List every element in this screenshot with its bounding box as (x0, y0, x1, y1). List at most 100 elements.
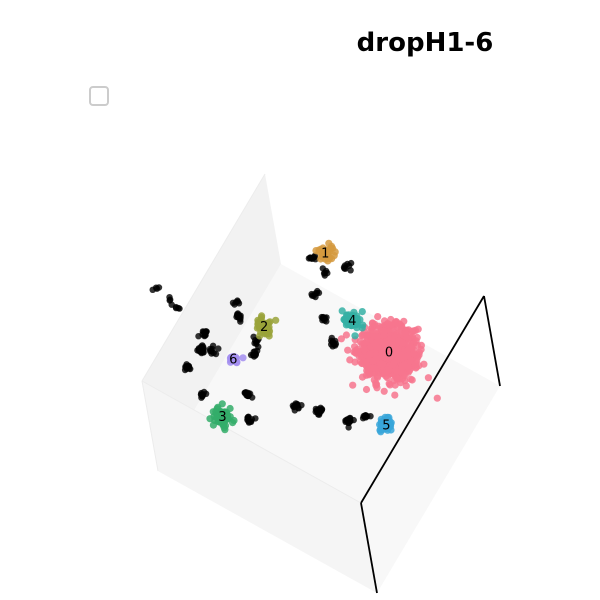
noise-point (253, 340, 260, 348)
noise-point (172, 304, 180, 312)
cluster-0-point (363, 332, 372, 340)
cluster-3-point (213, 413, 221, 421)
cluster-0-point (395, 337, 403, 345)
noise-point (250, 348, 257, 355)
noise-point (345, 262, 353, 269)
cluster-0-point (407, 343, 415, 351)
noise-point (345, 424, 352, 431)
noise-point (199, 328, 207, 335)
noise-point (305, 255, 313, 262)
cluster-0-point (420, 360, 428, 368)
cluster-0-point (346, 356, 354, 364)
cluster-0-point (342, 331, 350, 339)
cluster-2-point (259, 325, 267, 333)
cluster-0-point (372, 379, 380, 387)
cluster-1-point (328, 255, 336, 263)
cluster-label-1: 1 (321, 247, 329, 262)
pane-back (142, 174, 281, 471)
cluster-3-point (219, 410, 227, 418)
cluster-0-point (396, 353, 404, 361)
cluster-0-point (362, 358, 370, 367)
cluster-0-point (412, 337, 420, 345)
cluster-0-point (374, 313, 382, 321)
cluster-5-point (380, 419, 388, 427)
cluster-4-point (356, 316, 364, 324)
chart-title: dropH1-6 (356, 28, 494, 58)
noise-point (199, 349, 207, 356)
noise-point (360, 412, 367, 420)
cluster-0-point (395, 320, 404, 328)
cluster-3-point (230, 416, 238, 425)
data-points (149, 239, 441, 436)
noise-point (168, 301, 175, 308)
cluster-0-point (402, 329, 410, 338)
cluster-0-point (412, 360, 420, 368)
noise-point (318, 407, 325, 415)
noise-point (323, 318, 330, 325)
cluster-0-point (378, 360, 387, 368)
noise-point (236, 312, 243, 319)
cluster-0-point (380, 331, 388, 339)
cluster-3-point (209, 421, 217, 429)
noise-point (198, 392, 206, 399)
cluster-0-point (380, 387, 388, 395)
cluster-4-point (358, 308, 366, 316)
cluster-0-point (372, 355, 380, 363)
cluster-0-point (337, 335, 345, 343)
noise-point (341, 265, 348, 272)
noise-point (332, 340, 340, 348)
cluster-0-point (404, 352, 412, 360)
axis-x-line (360, 295, 485, 504)
cluster-1-point (323, 248, 331, 256)
cluster-0-point (380, 317, 389, 325)
cluster-0-point (373, 333, 381, 341)
noise-point (167, 296, 174, 303)
cluster-label-2: 2 (260, 320, 268, 335)
noise-point (235, 300, 243, 307)
noise-point (345, 419, 353, 426)
cluster-0-point (366, 369, 374, 378)
cluster-0-point (381, 339, 389, 347)
cluster-0-point (370, 364, 378, 372)
cluster-0-point (400, 361, 408, 369)
cluster-0-point (352, 346, 360, 354)
noise-point (153, 285, 161, 292)
cluster-label-6: 6 (229, 352, 237, 367)
pane-edge (141, 380, 362, 504)
cluster-4-point (351, 332, 359, 340)
cluster-label-4: 4 (348, 314, 356, 329)
axis-panes (141, 173, 500, 593)
cluster-0-point (393, 367, 401, 375)
axis-lines (360, 295, 501, 594)
cluster-label-0: 0 (385, 346, 393, 361)
pane-edge (141, 173, 266, 382)
cluster-labels: 0 1 2 3 4 5 6 (218, 247, 393, 434)
noise-point (319, 265, 326, 272)
cluster-0-point (386, 381, 394, 389)
noise-point (250, 333, 257, 340)
cluster-0-point (344, 346, 352, 354)
noise-point (320, 270, 328, 277)
axis-z-line-right (483, 295, 501, 387)
cluster-4-point (343, 311, 351, 319)
cluster-0-point (410, 349, 418, 357)
cluster-0-point (366, 350, 374, 358)
cluster-0-point (372, 343, 381, 351)
legend-box (89, 86, 109, 106)
noise-point (310, 254, 318, 261)
cluster-0-point (385, 366, 393, 374)
cluster-0-point (408, 327, 416, 335)
axis-z-line-left (360, 502, 378, 594)
noise-point (246, 390, 254, 397)
cluster-0-point (391, 391, 399, 399)
cluster-0-point (360, 345, 368, 353)
cluster-2-point (272, 316, 280, 324)
noise-point (215, 345, 222, 352)
cluster-0-point (362, 385, 371, 394)
pane-left (142, 381, 377, 593)
cluster-0-point (393, 375, 401, 383)
cluster-1-point (315, 246, 323, 254)
cluster-0-point (367, 343, 375, 351)
cluster-0-point (375, 322, 383, 330)
